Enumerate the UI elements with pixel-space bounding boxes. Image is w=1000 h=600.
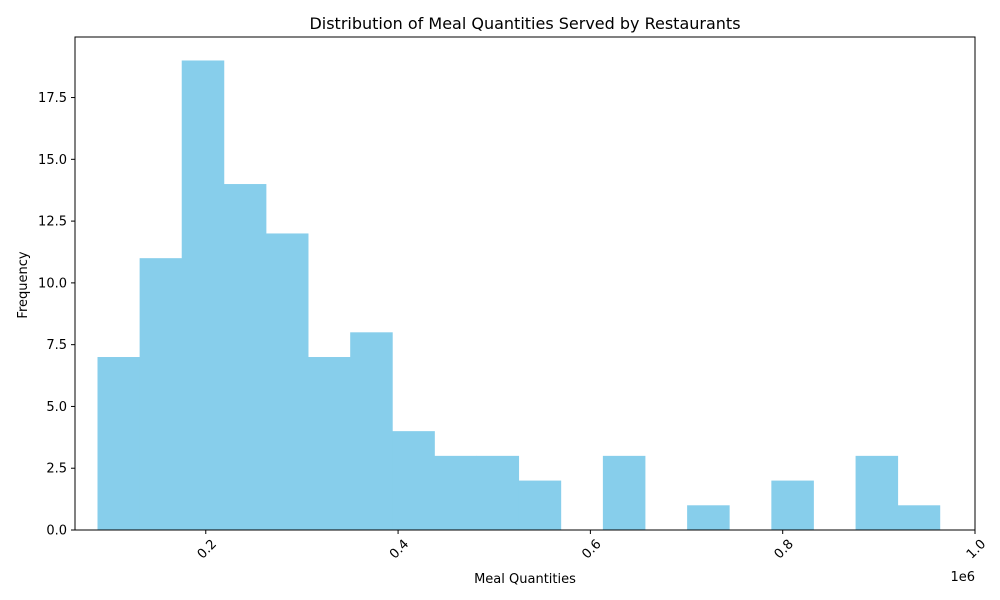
y-tick-label: 0.0 <box>46 524 67 539</box>
y-axis-label: Frequency <box>16 251 31 318</box>
y-tick-label: 15.0 <box>38 153 67 168</box>
bars-group <box>97 60 941 531</box>
histogram-bar <box>97 357 141 530</box>
histogram-bar <box>476 455 520 530</box>
histogram-bar <box>265 233 309 530</box>
histogram-bar <box>602 455 646 530</box>
y-tick-label: 7.5 <box>46 338 67 353</box>
plot-frame <box>74 36 976 531</box>
histogram-bar <box>518 480 562 530</box>
x-offset-label: 1e6 <box>950 570 975 585</box>
histogram-bar <box>687 505 730 530</box>
y-tick-label: 17.5 <box>38 91 67 106</box>
x-tick-label: 0.6 <box>579 537 604 562</box>
histogram-bar <box>434 455 477 530</box>
x-ticks-group: 0.2 0.4 0.6 0.8 1.0 <box>195 530 989 562</box>
histogram-bar <box>139 258 183 530</box>
y-tick-label: 2.5 <box>46 462 67 477</box>
histogram-bar <box>308 357 351 530</box>
histogram-bar <box>350 332 393 530</box>
y-tick-label: 5.0 <box>46 400 67 415</box>
chart-title: Distribution of Meal Quantities Served b… <box>309 14 740 33</box>
histogram-bar <box>223 184 267 531</box>
y-ticks-group: 0.0 2.5 5.0 7.5 10.0 12.5 15.0 17.5 <box>38 91 75 539</box>
histogram-bar <box>181 60 225 530</box>
histogram-bar <box>392 431 435 530</box>
x-tick-label: 0.8 <box>772 537 797 562</box>
histogram-bar <box>855 455 899 530</box>
y-tick-label: 10.0 <box>38 276 67 291</box>
x-tick-label: 0.2 <box>195 537 220 562</box>
y-tick-label: 12.5 <box>38 215 67 230</box>
x-axis-label: Meal Quantities <box>474 572 576 587</box>
histogram-bar <box>897 505 941 530</box>
x-tick-label: 0.4 <box>387 537 412 562</box>
histogram-bar <box>771 480 814 530</box>
x-tick-label: 1.0 <box>964 537 989 562</box>
